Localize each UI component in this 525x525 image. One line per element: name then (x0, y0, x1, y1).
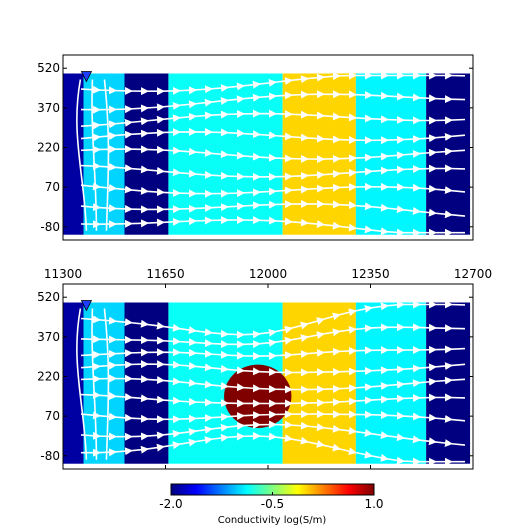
y-tick-label: 520 (37, 61, 60, 75)
streamline (80, 182, 466, 198)
colorbar-tick-label: -2.0 (159, 497, 182, 511)
layer-0 (63, 73, 84, 235)
layer-2 (124, 73, 169, 235)
streamline (80, 360, 466, 377)
bottom-streamlines (76, 300, 466, 466)
streamline (80, 374, 466, 394)
streamline (103, 79, 110, 231)
streamline (76, 79, 88, 231)
streamline (80, 345, 466, 361)
x-tick-label: 12350 (351, 267, 389, 281)
x-tick-label: 11650 (146, 267, 184, 281)
y-tick-label: -80 (40, 449, 60, 463)
layer-0 (63, 302, 84, 464)
layer-4 (282, 73, 356, 235)
x-tick-label: 11300 (44, 267, 82, 281)
source-marker (80, 71, 93, 83)
x-tick-label: 12000 (249, 267, 287, 281)
streamline (80, 410, 466, 424)
streamline (103, 308, 110, 460)
streamline (80, 199, 466, 219)
streamline (91, 308, 98, 460)
y-tick-label: 520 (37, 290, 60, 304)
streamline (80, 391, 466, 408)
streamline (80, 323, 466, 349)
source-marker (80, 300, 93, 312)
streamline (76, 308, 88, 460)
bottom-panel: -80 70 220 370 520 11300 11650 12000 12350 12700 (37, 267, 492, 470)
top-panel: -80 70 220 370 520 (37, 54, 474, 241)
y-tick-label: 70 (45, 409, 60, 423)
y-tick-label: 220 (37, 370, 60, 384)
streamline (91, 79, 98, 231)
top-y-ticks: -80 70 220 370 520 (37, 61, 473, 234)
layer-6 (426, 302, 471, 464)
y-tick-label: 370 (37, 101, 60, 115)
colorbar-ticks: -2.0 -0.5 1.0 (159, 492, 384, 511)
y-tick-label: -80 (40, 220, 60, 234)
streamline (80, 215, 465, 237)
x-tick-label: 12700 (454, 267, 492, 281)
streamline (80, 90, 466, 114)
streamline (80, 162, 466, 181)
bottom-source-marker (80, 300, 93, 312)
bottom-y-ticks: -80 70 220 370 520 (37, 290, 473, 463)
colorbar-tick-label: 1.0 (364, 497, 383, 511)
conductive-anomaly (224, 364, 292, 429)
streamline (80, 145, 466, 164)
colorbar-label: Conductivity log(S/m) (218, 515, 327, 525)
top-streamlines (76, 71, 466, 237)
y-tick-label: 370 (37, 330, 60, 344)
streamline (80, 109, 466, 130)
colorbar: -2.0 -0.5 1.0 Conductivity log(S/m) (159, 483, 384, 525)
bottom-x-ticks: 11300 11650 12000 12350 12700 (44, 267, 492, 469)
top-source-marker (80, 71, 93, 83)
layer-1 (83, 73, 125, 235)
y-tick-label: 220 (37, 141, 60, 155)
streamline (81, 431, 465, 466)
streamline (80, 127, 466, 145)
y-tick-label: 70 (45, 180, 60, 194)
colorbar-tick-label: -0.5 (261, 497, 284, 511)
layer-1 (83, 302, 125, 464)
layer-6 (426, 73, 471, 235)
bottom-anomaly (224, 364, 292, 429)
